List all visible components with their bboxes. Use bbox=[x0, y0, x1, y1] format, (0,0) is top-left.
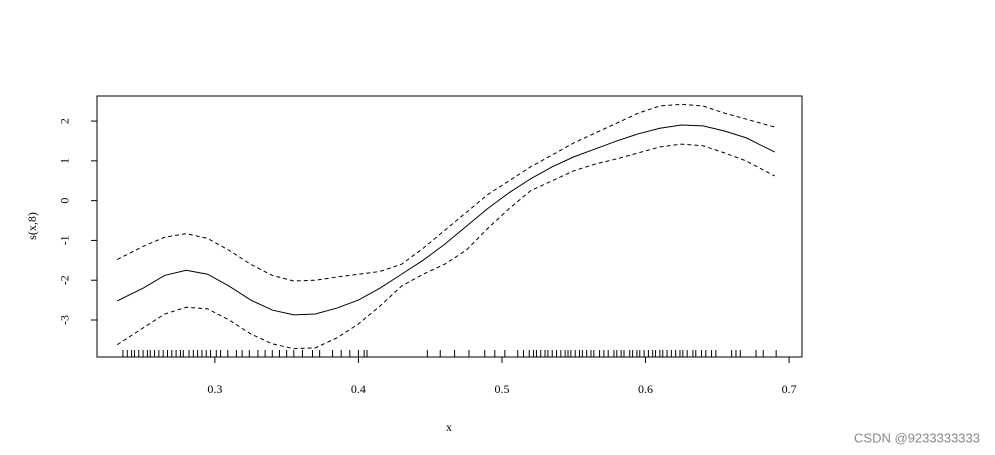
line bbox=[117, 103, 775, 282]
x-tick-label: 0.3 bbox=[207, 382, 222, 396]
x-tick-label: 0.7 bbox=[782, 382, 797, 396]
x-tick-label: 0.4 bbox=[351, 382, 366, 396]
plot-frame bbox=[96, 95, 803, 358]
y-tick-label: -2 bbox=[58, 275, 72, 285]
y-tick-label: 0 bbox=[58, 198, 72, 204]
x-tick-label: 0.5 bbox=[494, 382, 509, 396]
y-tick-label: 2 bbox=[58, 118, 72, 124]
line bbox=[117, 124, 775, 316]
y-tick-label: 1 bbox=[58, 158, 72, 164]
line bbox=[116, 143, 775, 350]
watermark: CSDN @9233333333 bbox=[854, 430, 980, 445]
y-tick-label: -1 bbox=[58, 235, 72, 245]
y-axis-label: s(x,8) bbox=[25, 212, 39, 240]
x-axis-label: x bbox=[446, 420, 452, 434]
x-tick-label: 0.6 bbox=[638, 382, 653, 396]
y-tick-label: -3 bbox=[58, 315, 72, 325]
